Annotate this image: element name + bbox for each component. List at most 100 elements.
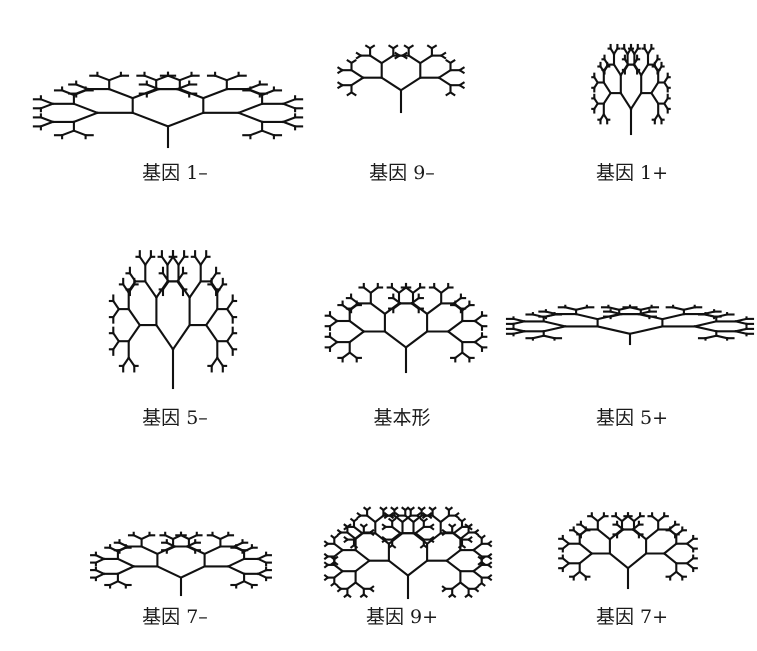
branch-segment	[404, 286, 415, 295]
branch-segment	[578, 552, 594, 565]
branch-segment	[332, 548, 344, 558]
branch-segment	[383, 512, 390, 518]
branch-segment	[392, 506, 399, 512]
branch-segment	[542, 325, 567, 333]
branch-segment	[430, 44, 438, 50]
branch-segment	[39, 97, 55, 106]
branch-segment	[343, 523, 349, 529]
branch-segment	[356, 512, 362, 518]
branch-segment	[199, 255, 208, 267]
branch-segment	[165, 541, 177, 548]
branch-segment	[373, 531, 391, 546]
branch-segment	[281, 116, 297, 124]
branch-segment	[171, 323, 192, 351]
branch-segment	[242, 579, 254, 587]
branch-segment	[332, 534, 339, 540]
biomorph-gene-1-plus	[591, 43, 671, 136]
branch-segment	[629, 91, 643, 111]
branch-segment	[328, 335, 339, 344]
branch-segment	[381, 506, 388, 512]
branch-segment	[256, 568, 268, 576]
biomorph-basic-form	[324, 282, 488, 374]
branch-segment	[365, 506, 372, 512]
branch-segment	[439, 286, 450, 295]
branch-segment	[39, 120, 55, 128]
branch-segment	[407, 54, 422, 65]
branch-segment	[715, 313, 729, 319]
branch-segment	[458, 68, 466, 75]
branch-segment	[419, 543, 426, 549]
branch-segment	[116, 579, 128, 587]
branch-segment	[450, 581, 462, 591]
branch-segment	[368, 44, 376, 50]
branch-segment	[332, 542, 344, 552]
branch-segment	[369, 301, 387, 316]
branch-segment	[542, 334, 556, 340]
branch-segment	[362, 523, 368, 529]
branch-segment	[166, 111, 205, 128]
branch-segment	[178, 74, 193, 82]
branch-segment	[60, 129, 76, 137]
branch-segment	[352, 525, 364, 535]
branch-segment	[439, 514, 451, 524]
branch-segment	[260, 129, 276, 137]
branch-segment	[350, 68, 365, 80]
branch-segment	[596, 528, 612, 541]
branch-segment	[94, 568, 106, 576]
branch-segment	[446, 319, 464, 333]
branch-segment	[156, 565, 183, 579]
label-gene-5-plus: 基因 5+	[595, 407, 669, 429]
branch-segment	[454, 514, 460, 520]
branch-segment	[460, 351, 471, 360]
branch-segment	[394, 512, 401, 518]
branch-segment	[234, 579, 246, 587]
branch-segment	[249, 89, 264, 97]
branch-segment	[332, 569, 344, 580]
branch-segment	[480, 534, 486, 540]
branch-segment	[256, 557, 268, 564]
branch-segment	[452, 525, 464, 535]
branch-segment	[323, 552, 330, 558]
branch-segment	[336, 528, 343, 534]
branch-segment	[477, 581, 484, 587]
branch-segment	[160, 255, 169, 267]
branch-segment	[260, 89, 276, 97]
branch-segment	[412, 514, 424, 524]
branch-segment	[171, 255, 180, 267]
branch-segment	[458, 83, 466, 90]
branch-segment	[390, 525, 402, 535]
branch-segment	[407, 44, 415, 50]
branch-segment	[94, 553, 106, 561]
branch-segment	[345, 531, 358, 541]
branch-segment	[704, 334, 718, 340]
branch-segment	[387, 559, 410, 577]
branch-segment	[330, 560, 336, 566]
branch-segment	[354, 581, 366, 591]
branch-segment	[412, 531, 429, 546]
branch-segment	[323, 540, 330, 546]
branch-segment	[425, 531, 443, 546]
branch-segment	[531, 334, 545, 340]
branch-segment	[281, 102, 297, 110]
branch-segment	[649, 91, 660, 106]
branch-segment	[352, 531, 364, 542]
biomorph-gene-9-minus	[336, 44, 466, 114]
branch-segment	[661, 312, 686, 321]
branch-segment	[401, 514, 413, 524]
branch-segment	[542, 320, 567, 328]
branch-segment	[349, 301, 360, 311]
branch-segment	[734, 320, 748, 326]
branch-segment	[574, 306, 589, 312]
branch-segment	[323, 574, 330, 580]
biomorph-gene-1-minus	[32, 71, 304, 149]
branch-segment	[226, 565, 246, 576]
branch-segment	[390, 286, 401, 295]
branch-segment	[345, 581, 358, 591]
branch-segment	[349, 543, 356, 549]
branch-segment	[467, 538, 473, 544]
biomorph-gene-7-plus	[558, 512, 698, 590]
branch-segment	[204, 323, 219, 343]
branch-segment	[74, 87, 90, 95]
branch-segment	[39, 116, 55, 124]
